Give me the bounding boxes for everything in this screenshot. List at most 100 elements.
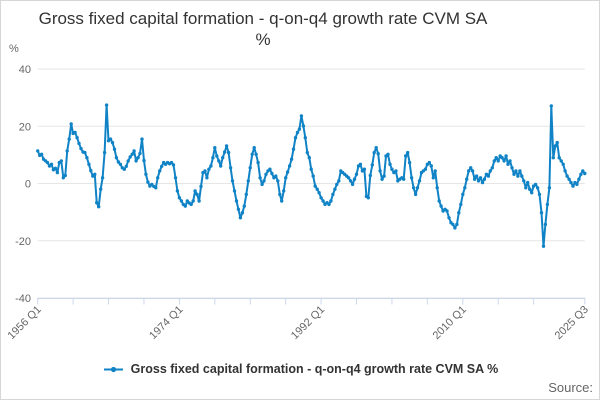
series-point-marker xyxy=(370,163,374,167)
series-point-marker xyxy=(476,179,481,183)
series-point-marker xyxy=(348,179,353,183)
series-point-marker xyxy=(463,186,467,190)
series-point-marker xyxy=(268,167,272,171)
series-point-marker xyxy=(413,192,418,197)
series-point-marker xyxy=(350,182,355,187)
series-point-marker xyxy=(366,196,370,200)
series-point-marker xyxy=(173,176,178,180)
series-point-marker xyxy=(571,184,575,188)
series-point-marker xyxy=(171,163,176,167)
series-point-marker xyxy=(45,160,50,165)
series-point-marker xyxy=(337,179,341,183)
series-point-marker xyxy=(557,156,561,160)
series-point-marker xyxy=(252,146,256,150)
series-point-marker xyxy=(219,164,223,168)
series-point-marker xyxy=(376,152,380,156)
series-point-marker xyxy=(386,152,390,156)
series-point-marker xyxy=(160,164,164,168)
series-point-marker xyxy=(191,199,195,203)
series-point-marker xyxy=(122,167,127,171)
series-point-marker xyxy=(447,216,451,220)
x-axis-tick-label: 1974 Q1 xyxy=(147,304,185,342)
series-point-marker xyxy=(439,204,443,208)
series-point-marker xyxy=(417,179,422,183)
series-point-marker xyxy=(226,150,231,155)
series-point-marker xyxy=(309,167,313,171)
series-point-marker xyxy=(100,176,105,180)
series-point-marker xyxy=(528,187,532,191)
series-point-marker xyxy=(435,186,439,190)
series-point-marker xyxy=(565,174,569,178)
series-point-marker xyxy=(280,199,284,203)
series-point-marker xyxy=(295,130,300,135)
series-point-marker xyxy=(459,202,463,207)
series-point-marker xyxy=(561,162,565,166)
series-point-marker xyxy=(134,159,138,163)
series-point-marker xyxy=(551,156,555,160)
series-point-marker xyxy=(409,176,414,180)
series-point-marker xyxy=(494,156,498,160)
series-point-marker xyxy=(138,151,142,156)
series-point-marker xyxy=(93,172,97,176)
x-axis-tick-label: 2025 Q3 xyxy=(553,304,591,342)
series-point-marker xyxy=(285,170,290,174)
y-axis-tick-label: 40 xyxy=(19,64,31,76)
series-point-marker xyxy=(289,157,294,161)
series-point-marker xyxy=(189,202,193,207)
series-point-marker xyxy=(260,182,264,187)
series-point-marker xyxy=(169,160,174,165)
series-point-marker xyxy=(89,168,93,173)
series-point-marker xyxy=(474,174,479,178)
series-point-marker xyxy=(407,160,412,165)
series-point-marker xyxy=(158,169,162,173)
series-point-marker xyxy=(95,201,99,205)
series-point-marker xyxy=(455,222,459,227)
x-axis-tick-label: 1956 Q1 xyxy=(5,304,43,342)
series-point-marker xyxy=(472,177,477,181)
series-point-marker xyxy=(36,149,40,153)
series-point-marker xyxy=(577,177,581,181)
series-point-marker xyxy=(514,169,518,173)
series-point-marker xyxy=(579,172,583,176)
series-point-marker xyxy=(53,166,58,170)
series-point-marker xyxy=(480,180,485,185)
series-point-marker xyxy=(492,159,496,163)
series-point-marker xyxy=(378,169,382,173)
series-point-marker xyxy=(238,216,243,220)
series-point-marker xyxy=(179,199,184,203)
series-point-marker xyxy=(207,167,211,171)
series-point-marker xyxy=(39,152,44,156)
series-point-marker xyxy=(77,141,81,146)
series-point-marker xyxy=(146,180,150,184)
series-point-marker xyxy=(433,169,437,173)
series-point-marker xyxy=(177,196,182,200)
series-point-marker xyxy=(256,160,260,165)
series-point-marker xyxy=(358,162,363,166)
legend[interactable]: Gross fixed capital formation - q-on-q4 … xyxy=(1,362,599,376)
series-point-marker xyxy=(75,136,79,140)
series-point-marker xyxy=(116,160,121,164)
series-point-marker xyxy=(250,152,254,156)
series-point-marker xyxy=(144,172,148,176)
series-point-marker xyxy=(445,209,449,213)
y-axis-tick-label: -40 xyxy=(15,293,31,305)
series-point-marker xyxy=(469,166,473,170)
y-axis-tick-label: -20 xyxy=(15,236,31,248)
series-point-marker xyxy=(535,186,540,190)
series-point-marker xyxy=(209,164,213,168)
series-point-marker xyxy=(524,186,528,190)
y-axis-tick-label: 20 xyxy=(19,121,31,133)
series-point-marker xyxy=(354,172,359,176)
series-point-marker xyxy=(55,170,60,175)
series-point-marker xyxy=(541,244,546,248)
legend-line-marker-icon xyxy=(103,366,123,372)
series-point-marker xyxy=(362,167,367,171)
series-point-marker xyxy=(85,156,89,160)
series-point-marker xyxy=(83,150,87,155)
series-point-marker xyxy=(287,164,292,168)
series-point-marker xyxy=(73,130,77,135)
series-point-marker xyxy=(79,146,83,151)
series-point-marker xyxy=(388,162,392,166)
series-point-marker xyxy=(512,172,516,176)
